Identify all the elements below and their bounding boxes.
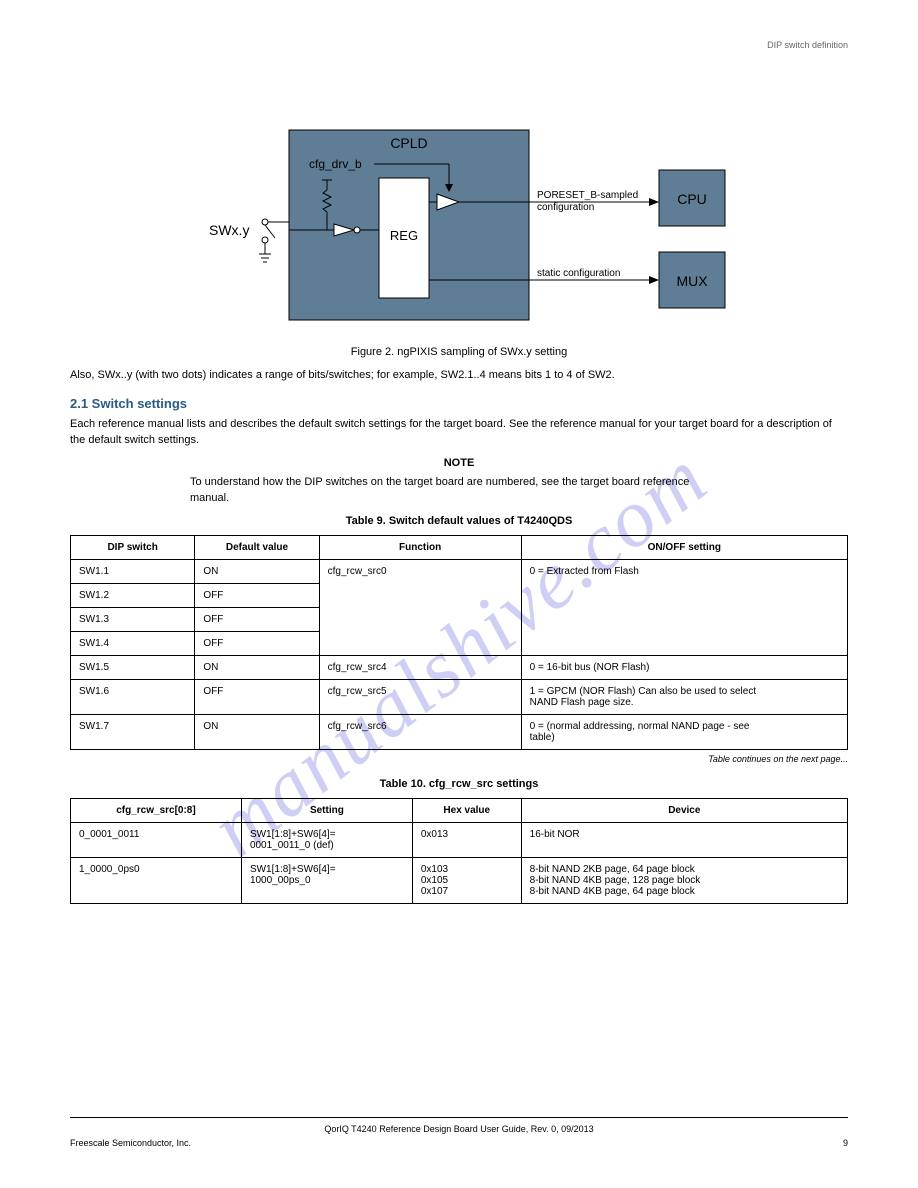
section-paragraph: Each reference manual lists and describe…	[70, 417, 848, 449]
td: 0 = 16-bit bus (NOR Flash)	[521, 655, 847, 679]
table-rcw-settings: cfg_rcw_src[0:8] Setting Hex value Devic…	[70, 798, 848, 904]
poreset-label2: configuration	[537, 202, 594, 213]
td: cfg_rcw_src5	[319, 679, 521, 714]
td: OFF	[195, 631, 319, 655]
table-header-row: DIP switch Default value Function ON/OFF…	[71, 535, 848, 559]
th-dip: DIP switch	[71, 535, 195, 559]
cpld-diagram: CPLD cfg_drv_b REG SWx.y	[179, 120, 739, 340]
th-onoff: ON/OFF setting	[521, 535, 847, 559]
table-row: SW1.5 ON cfg_rcw_src4 0 = 16-bit bus (NO…	[71, 655, 848, 679]
static-label: static configuration	[537, 268, 620, 279]
td: SW1[1:8]+SW6[4]= 1000_00ps_0	[241, 857, 412, 903]
td: SW1.3	[71, 607, 195, 631]
table9-title: Table 9. Switch default values of T4240Q…	[70, 515, 848, 527]
poreset-label: PORESET_B-sampled	[537, 190, 638, 201]
static-arrow	[649, 276, 659, 284]
cpld-label: CPLD	[390, 135, 427, 151]
td: 0x013	[412, 822, 521, 857]
footer-company: Freescale Semiconductor, Inc.	[70, 1138, 191, 1148]
mux-label: MUX	[676, 273, 708, 289]
td: 16-bit NOR	[521, 822, 847, 857]
td: OFF	[195, 679, 319, 714]
th: Hex value	[412, 798, 521, 822]
td: SW1[1:8]+SW6[4]= 0001_0011_0 (def)	[241, 822, 412, 857]
note-body: To understand how the DIP switches on th…	[190, 475, 728, 507]
td: cfg_rcw_src6	[319, 714, 521, 749]
td: ON	[195, 559, 319, 583]
table-switch-defaults: DIP switch Default value Function ON/OFF…	[70, 535, 848, 750]
table10-title: Table 10. cfg_rcw_src settings	[70, 778, 848, 790]
th: cfg_rcw_src[0:8]	[71, 798, 242, 822]
cfg-drv-label: cfg_drv_b	[309, 157, 362, 171]
table-continues-note: Table continues on the next page...	[70, 754, 848, 764]
sw-bot-node	[262, 237, 268, 243]
td: ON	[195, 655, 319, 679]
table-header-row: cfg_rcw_src[0:8] Setting Hex value Devic…	[71, 798, 848, 822]
td: SW1.4	[71, 631, 195, 655]
td: 0 = (normal addressing, normal NAND page…	[521, 714, 847, 749]
diagram-container: CPLD cfg_drv_b REG SWx.y	[70, 120, 848, 340]
sw-top-node	[262, 219, 268, 225]
td: SW1.2	[71, 583, 195, 607]
td: SW1.5	[71, 655, 195, 679]
table-row: SW1.1 ON cfg_rcw_src0 0 = Extracted from…	[71, 559, 848, 583]
td: SW1.7	[71, 714, 195, 749]
page-header-right: DIP switch definition	[70, 40, 848, 50]
table-row: SW1.6 OFF cfg_rcw_src5 1 = GPCM (NOR Fla…	[71, 679, 848, 714]
td: 1_0000_0ps0	[71, 857, 242, 903]
note-title: NOTE	[70, 457, 848, 469]
figure-caption: Figure 2. ngPIXIS sampling of SWx.y sett…	[70, 346, 848, 358]
td: OFF	[195, 583, 319, 607]
cpu-label: CPU	[677, 191, 707, 207]
td: OFF	[195, 607, 319, 631]
table-row: 1_0000_0ps0 SW1[1:8]+SW6[4]= 1000_00ps_0…	[71, 857, 848, 903]
sw-arm	[265, 225, 275, 238]
td: SW1.1	[71, 559, 195, 583]
td: SW1.6	[71, 679, 195, 714]
td: 0_0001_0011	[71, 822, 242, 857]
th-function: Function	[319, 535, 521, 559]
page-content: DIP switch definition CPLD cfg_drv_b REG	[70, 40, 848, 904]
page-footer: QorIQ T4240 Reference Design Board User …	[70, 1117, 848, 1148]
td: 0 = Extracted from Flash	[521, 559, 847, 655]
th-default: Default value	[195, 535, 319, 559]
td: cfg_rcw_src0	[319, 559, 521, 655]
poreset-arrow	[649, 198, 659, 206]
paragraph-swxy: Also, SWx..y (with two dots) indicates a…	[70, 368, 848, 384]
td: cfg_rcw_src4	[319, 655, 521, 679]
table-row: SW1.7 ON cfg_rcw_src6 0 = (normal addres…	[71, 714, 848, 749]
inverter-bubble	[354, 227, 360, 233]
td: 0x103 0x105 0x107	[412, 857, 521, 903]
footer-doc-title: QorIQ T4240 Reference Design Board User …	[70, 1124, 848, 1134]
th: Device	[521, 798, 847, 822]
td: 1 = GPCM (NOR Flash) Can also be used to…	[521, 679, 847, 714]
td: ON	[195, 714, 319, 749]
section-heading-switch-settings: 2.1 Switch settings	[70, 396, 848, 411]
footer-page-number: 9	[843, 1138, 848, 1148]
table-row: 0_0001_0011 SW1[1:8]+SW6[4]= 0001_0011_0…	[71, 822, 848, 857]
reg-label: REG	[390, 228, 418, 243]
th: Setting	[241, 798, 412, 822]
td: 8-bit NAND 2KB page, 64 page block 8-bit…	[521, 857, 847, 903]
swx-label: SWx.y	[209, 222, 249, 238]
